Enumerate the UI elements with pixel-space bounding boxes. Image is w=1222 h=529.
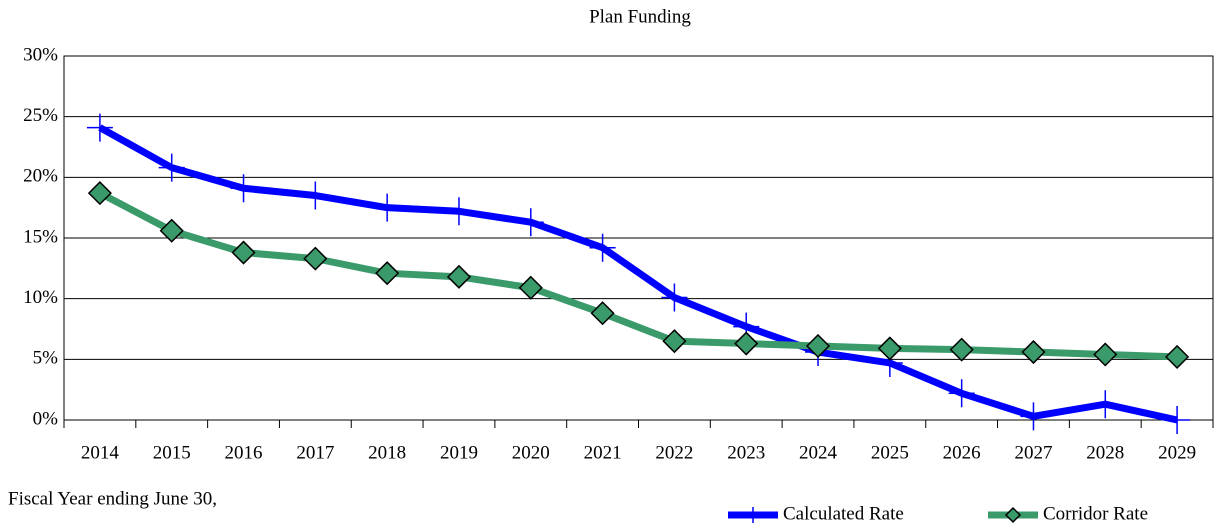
point-marker <box>1165 344 1190 369</box>
series-line <box>98 124 1178 424</box>
point-marker <box>374 193 401 222</box>
y-tick-label: 15% <box>23 226 58 247</box>
chart-title: Plan Funding <box>589 6 691 27</box>
point-marker <box>662 329 687 354</box>
point-marker <box>517 208 544 237</box>
point-marker <box>877 336 902 361</box>
x-tick-label: 2016 <box>225 442 263 463</box>
legend-marker <box>1004 506 1022 524</box>
x-axis-label: Fiscal Year ending June 30, <box>8 488 217 509</box>
x-tick-label: 2029 <box>1158 442 1196 463</box>
point-marker <box>159 218 184 243</box>
point-marker <box>375 261 400 286</box>
x-tick-label: 2023 <box>727 442 765 463</box>
point-marker <box>805 333 831 359</box>
x-tick-label: 2026 <box>943 442 981 463</box>
point-marker <box>86 113 113 142</box>
x-tick-label: 2024 <box>799 442 838 463</box>
point-marker <box>1093 342 1118 367</box>
y-tick-label: 5% <box>33 348 59 369</box>
y-tick-label: 0% <box>33 408 59 429</box>
point-marker <box>445 197 472 226</box>
point-marker <box>303 246 328 271</box>
point-marker <box>1021 339 1046 365</box>
point-marker <box>590 301 615 326</box>
point-marker <box>230 174 257 203</box>
y-tick-label: 30% <box>23 44 58 65</box>
x-tick-label: 2028 <box>1086 442 1124 463</box>
x-tick-label: 2017 <box>296 442 334 463</box>
x-tick-label: 2022 <box>655 442 693 463</box>
y-tick-label: 20% <box>23 166 58 187</box>
x-tick-label: 2021 <box>584 442 622 463</box>
x-tick-label: 2014 <box>81 442 120 463</box>
point-marker <box>446 264 472 289</box>
point-marker <box>302 181 329 210</box>
x-tick-label: 2018 <box>368 442 406 463</box>
x-tick-label: 2025 <box>871 442 909 463</box>
point-marker <box>1020 402 1047 431</box>
point-marker <box>518 275 543 300</box>
x-tick-label: 2015 <box>153 442 191 463</box>
legend-label: Corridor Rate <box>1043 503 1148 524</box>
point-marker <box>949 337 974 362</box>
point-marker <box>661 283 688 312</box>
y-tick-label: 25% <box>23 105 58 126</box>
point-marker <box>231 240 256 265</box>
x-tick-label: 2027 <box>1014 442 1052 463</box>
point-marker <box>734 331 759 356</box>
point-marker <box>158 153 185 182</box>
point-marker <box>1092 390 1119 419</box>
y-tick-label: 10% <box>23 287 58 308</box>
x-tick-label: 2019 <box>440 442 478 463</box>
point-marker <box>589 233 616 262</box>
point-marker <box>87 181 112 206</box>
series-line <box>98 190 1178 361</box>
point-marker <box>948 379 975 408</box>
x-tick-label: 2020 <box>512 442 550 463</box>
point-marker <box>1164 406 1191 434</box>
legend-label: Calculated Rate <box>783 503 904 524</box>
